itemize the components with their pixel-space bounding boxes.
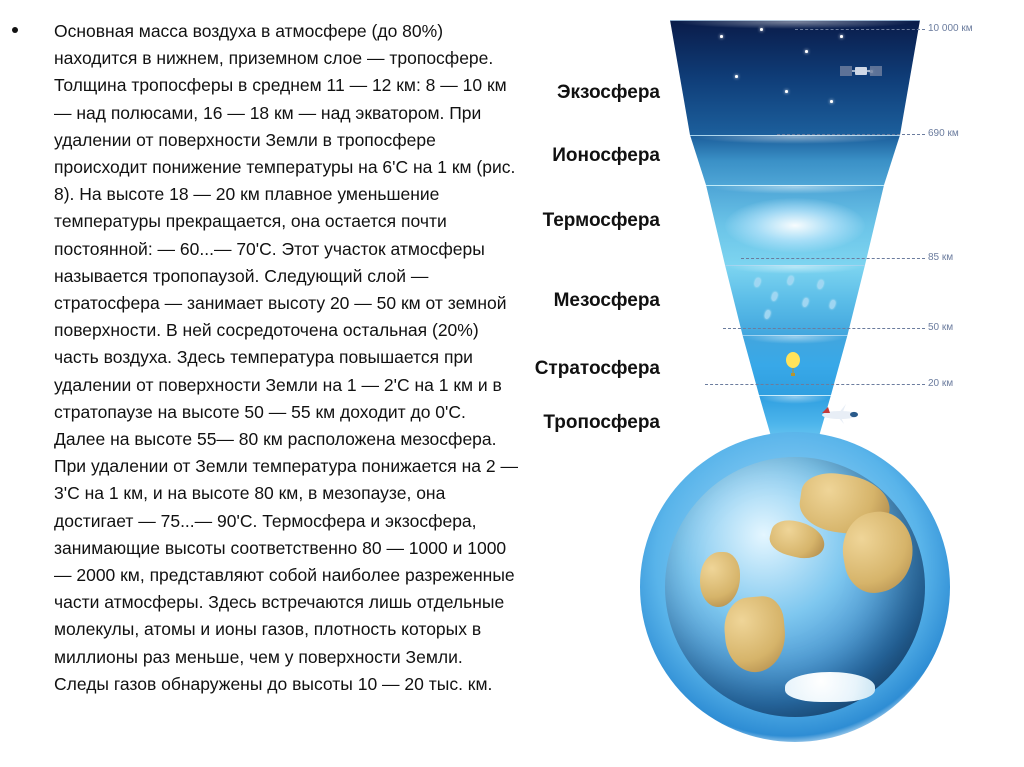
landmass xyxy=(700,552,740,607)
landmass xyxy=(785,672,875,702)
text-column: Основная масса воздуха в атмосфере (до 8… xyxy=(0,0,530,767)
altitude-label: 85 км xyxy=(928,252,953,263)
airplane-icon xyxy=(818,402,864,426)
leader-line xyxy=(777,134,925,135)
altitude-label: 50 км xyxy=(928,322,953,333)
layer-label: Мезосфера xyxy=(530,290,660,312)
layer-label: Экзосфера xyxy=(530,82,660,104)
layer-1 xyxy=(690,135,900,185)
landmass xyxy=(722,595,788,675)
leader-line xyxy=(795,29,925,30)
leader-line xyxy=(723,328,925,329)
body-text: Основная масса воздуха в атмосфере (до 8… xyxy=(30,18,520,698)
earth-globe xyxy=(640,432,950,742)
globe-sphere xyxy=(665,457,925,717)
star-icon xyxy=(840,35,843,38)
layer-3 xyxy=(725,265,865,335)
satellite-icon xyxy=(838,58,884,84)
star-icon xyxy=(805,50,808,53)
star-icon xyxy=(785,90,788,93)
layer-label: Термосфера xyxy=(530,210,660,232)
leader-line xyxy=(741,258,925,259)
cloud-glow-icon xyxy=(725,198,865,253)
balloon-icon xyxy=(785,352,801,376)
layer-label: Тропосфера xyxy=(530,412,660,434)
star-icon xyxy=(760,28,763,31)
layer-label: Ионосфера xyxy=(530,145,660,167)
altitude-label: 690 км xyxy=(928,128,959,139)
atmosphere-diagram: Экзосфера Ионосфера Термосфера Мезосфера Стр… xyxy=(530,0,1024,767)
star-icon xyxy=(830,100,833,103)
altitude-label: 10 000 км xyxy=(928,23,973,34)
leader-line xyxy=(705,384,925,385)
star-icon xyxy=(720,35,723,38)
layer-label: Стратосфера xyxy=(530,358,660,380)
altitude-label: 20 км xyxy=(928,378,953,389)
bullet-point xyxy=(12,27,18,33)
star-icon xyxy=(735,75,738,78)
